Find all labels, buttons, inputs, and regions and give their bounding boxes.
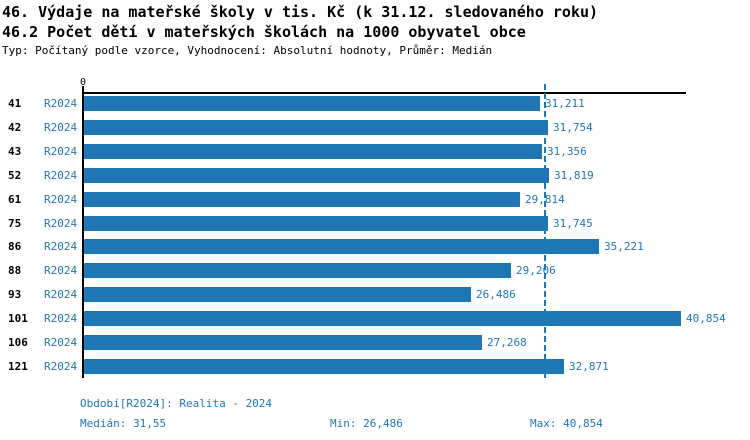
- series-period-label: R2024: [44, 264, 78, 277]
- category-label: 101: [8, 312, 28, 325]
- chart-subtitle: Typ: Počítaný podle vzorce, Vyhodnocení:…: [2, 44, 493, 57]
- value-label: 31,819: [554, 169, 594, 182]
- value-label: 29,206: [516, 264, 556, 277]
- value-label: 40,854: [686, 312, 726, 325]
- category-label: 121: [8, 360, 28, 373]
- median-stat-label: Medián:: [80, 417, 127, 430]
- min-stat: Min: 26,486: [330, 417, 403, 430]
- value-bar: [84, 335, 482, 350]
- series-period-label: R2024: [44, 169, 78, 182]
- value-bar: [84, 263, 511, 278]
- min-stat-value: 26,486: [363, 417, 403, 430]
- category-label: 93: [8, 288, 22, 301]
- series-period-label: R2024: [44, 97, 78, 110]
- max-stat: Max: 40,854: [530, 417, 603, 430]
- value-label: 29,814: [525, 193, 565, 206]
- category-label: 52: [8, 169, 22, 182]
- value-label: 26,486: [476, 288, 516, 301]
- median-stat: Medián: 31,55: [80, 417, 166, 430]
- series-period-label: R2024: [44, 288, 78, 301]
- min-stat-label: Min:: [330, 417, 357, 430]
- median-stat-space: [126, 417, 133, 430]
- series-period-label: R2024: [44, 312, 78, 325]
- value-bar: [84, 359, 564, 374]
- value-label: 35,221: [604, 240, 644, 253]
- value-bar: [84, 168, 549, 183]
- value-bar: [84, 192, 520, 207]
- series-period-label: R2024: [44, 121, 78, 134]
- category-label: 86: [8, 240, 22, 253]
- chart-title-line2: 46.2 Počet dětí v mateřských školách na …: [2, 23, 526, 41]
- value-label: 31,356: [547, 145, 587, 158]
- value-bar: [84, 287, 471, 302]
- value-label: 31,211: [545, 97, 585, 110]
- value-bar: [84, 96, 540, 111]
- value-label: 31,754: [553, 121, 593, 134]
- category-label: 106: [8, 336, 28, 349]
- value-label: 32,871: [569, 360, 609, 373]
- value-bar: [84, 239, 599, 254]
- value-bar: [84, 144, 542, 159]
- series-period-label: R2024: [44, 360, 78, 373]
- chart-title-line1: 46. Výdaje na mateřské školy v tis. Kč (…: [2, 3, 599, 21]
- category-label: 43: [8, 145, 22, 158]
- category-label: 61: [8, 193, 22, 206]
- value-bar: [84, 216, 548, 231]
- series-period-label: R2024: [44, 336, 78, 349]
- median-reference-line: [544, 84, 546, 381]
- category-label: 75: [8, 217, 22, 230]
- series-period-label: R2024: [44, 193, 78, 206]
- period-info: Období[R2024]: Realita - 2024: [80, 397, 273, 410]
- value-label: 27,268: [487, 336, 527, 349]
- series-period-label: R2024: [44, 145, 78, 158]
- median-stat-value: 31,55: [132, 417, 167, 430]
- category-label: 42: [8, 121, 22, 134]
- category-label: 41: [8, 97, 22, 110]
- x-axis-zero-tick-label: 0: [80, 77, 87, 88]
- x-axis-line: [84, 92, 686, 94]
- max-stat-label: Max:: [530, 417, 557, 430]
- value-bar: [84, 120, 548, 135]
- max-stat-value: 40,854: [563, 417, 603, 430]
- series-period-label: R2024: [44, 217, 78, 230]
- series-period-label: R2024: [44, 240, 78, 253]
- category-label: 88: [8, 264, 22, 277]
- value-bar: [84, 311, 681, 326]
- value-label: 31,745: [553, 217, 593, 230]
- y-axis-line: [82, 86, 84, 378]
